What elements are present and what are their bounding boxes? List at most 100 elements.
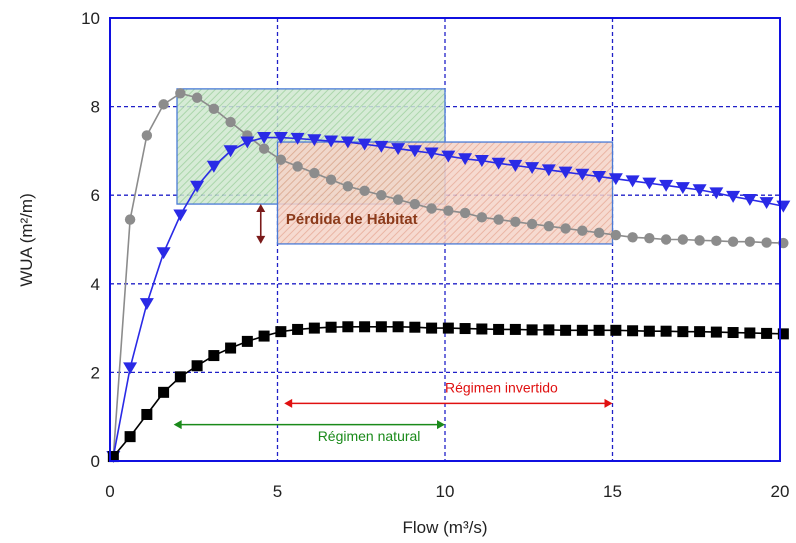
square-marker bbox=[225, 342, 237, 354]
square-marker bbox=[292, 323, 304, 335]
square-marker bbox=[777, 328, 789, 340]
square-marker bbox=[643, 325, 655, 337]
triangle-marker bbox=[357, 138, 372, 151]
triangle-marker bbox=[190, 180, 205, 193]
series-2 bbox=[107, 321, 789, 463]
triangle-marker bbox=[307, 134, 322, 147]
circle-marker bbox=[727, 236, 739, 247]
square-marker bbox=[476, 323, 488, 335]
circle-marker bbox=[124, 214, 136, 225]
square-marker bbox=[359, 321, 371, 333]
arrow-head-right bbox=[604, 398, 613, 408]
triangle-marker bbox=[424, 147, 439, 160]
circle-marker bbox=[292, 161, 303, 172]
circle-marker bbox=[543, 221, 555, 232]
triangle-marker bbox=[474, 155, 489, 167]
triangle-marker bbox=[458, 153, 473, 166]
circle-marker bbox=[376, 190, 387, 201]
square-marker bbox=[442, 322, 454, 334]
square-marker bbox=[727, 327, 739, 339]
circle-marker bbox=[426, 203, 437, 214]
circle-marker bbox=[275, 154, 287, 165]
triangle-marker bbox=[675, 182, 690, 194]
square-marker bbox=[308, 322, 320, 334]
triangle-marker bbox=[558, 166, 573, 179]
circle-marker bbox=[744, 236, 756, 247]
circle-marker bbox=[627, 232, 638, 243]
triangle-marker bbox=[525, 162, 540, 175]
square-marker bbox=[342, 321, 354, 333]
square-marker bbox=[325, 321, 337, 333]
y-tick-label: 8 bbox=[91, 98, 100, 117]
arrow-head-right bbox=[437, 420, 445, 430]
circle-marker bbox=[141, 130, 153, 141]
square-marker bbox=[610, 324, 622, 336]
square-marker bbox=[660, 325, 672, 337]
circle-marker bbox=[610, 229, 622, 241]
triangle-marker bbox=[592, 170, 607, 183]
triangle-marker bbox=[391, 143, 406, 155]
square-marker bbox=[141, 408, 153, 420]
square-marker bbox=[677, 326, 689, 338]
square-marker bbox=[241, 335, 253, 347]
circle-marker bbox=[644, 232, 655, 244]
x-axis-label: Flow (m³/s) bbox=[403, 518, 488, 537]
triangle-marker bbox=[340, 136, 355, 149]
triangle-marker bbox=[273, 132, 288, 144]
square-marker bbox=[258, 330, 270, 342]
triangle-marker bbox=[608, 173, 623, 186]
square-marker bbox=[593, 324, 605, 336]
square-marker bbox=[208, 350, 220, 362]
circle-marker bbox=[510, 216, 521, 227]
x-tick-label: 20 bbox=[771, 482, 790, 501]
square-marker bbox=[459, 323, 471, 335]
square-marker bbox=[560, 324, 572, 336]
regime-label-2: Régimen natural bbox=[318, 428, 421, 444]
triangle-marker bbox=[575, 168, 590, 181]
triangle-marker bbox=[290, 132, 305, 145]
circle-marker bbox=[409, 198, 421, 210]
circle-marker bbox=[392, 194, 404, 205]
circle-marker bbox=[660, 234, 672, 245]
circle-marker bbox=[711, 235, 722, 247]
y-tick-label: 6 bbox=[91, 186, 100, 205]
circle-marker bbox=[309, 167, 320, 179]
habitat-loss-label: Pérdida de Hábitat bbox=[286, 211, 418, 228]
triangle-marker bbox=[709, 187, 724, 200]
triangle-marker bbox=[257, 132, 272, 144]
triangle-marker bbox=[407, 145, 422, 158]
triangle-marker bbox=[374, 140, 389, 153]
triangle-marker bbox=[759, 197, 774, 210]
square-marker bbox=[761, 327, 773, 339]
triangle-marker bbox=[324, 135, 339, 148]
triangle-marker bbox=[726, 190, 741, 203]
triangle-marker bbox=[742, 194, 757, 206]
triangle-marker bbox=[223, 145, 238, 158]
circle-marker bbox=[325, 174, 337, 185]
arrow-head-up bbox=[256, 204, 266, 213]
circle-marker bbox=[694, 235, 705, 246]
triangle-marker bbox=[173, 209, 188, 222]
square-marker bbox=[107, 451, 119, 463]
square-marker bbox=[275, 326, 287, 338]
arrow-head-left bbox=[284, 398, 293, 408]
triangle-marker bbox=[642, 177, 657, 190]
circle-marker bbox=[593, 227, 605, 239]
y-axis-label: WUA (m²/m) bbox=[17, 193, 36, 286]
circle-marker bbox=[443, 205, 454, 216]
circle-marker bbox=[761, 237, 772, 248]
annotations: Pérdida de Hábitat Régimen invertido Régim… bbox=[173, 204, 613, 444]
tick-labels: 0 5 10 15 20 0 2 4 6 8 10 bbox=[81, 9, 789, 501]
triangle-marker bbox=[625, 175, 640, 188]
triangle-marker bbox=[541, 164, 556, 177]
square-marker bbox=[694, 326, 706, 338]
circle-marker bbox=[208, 103, 220, 115]
triangle-marker bbox=[240, 136, 255, 149]
circle-marker bbox=[526, 218, 538, 230]
circle-marker bbox=[359, 185, 370, 196]
square-marker bbox=[392, 321, 404, 333]
y-tick-label: 0 bbox=[91, 452, 100, 471]
y-tick-label: 10 bbox=[81, 9, 100, 28]
square-marker bbox=[375, 321, 387, 333]
